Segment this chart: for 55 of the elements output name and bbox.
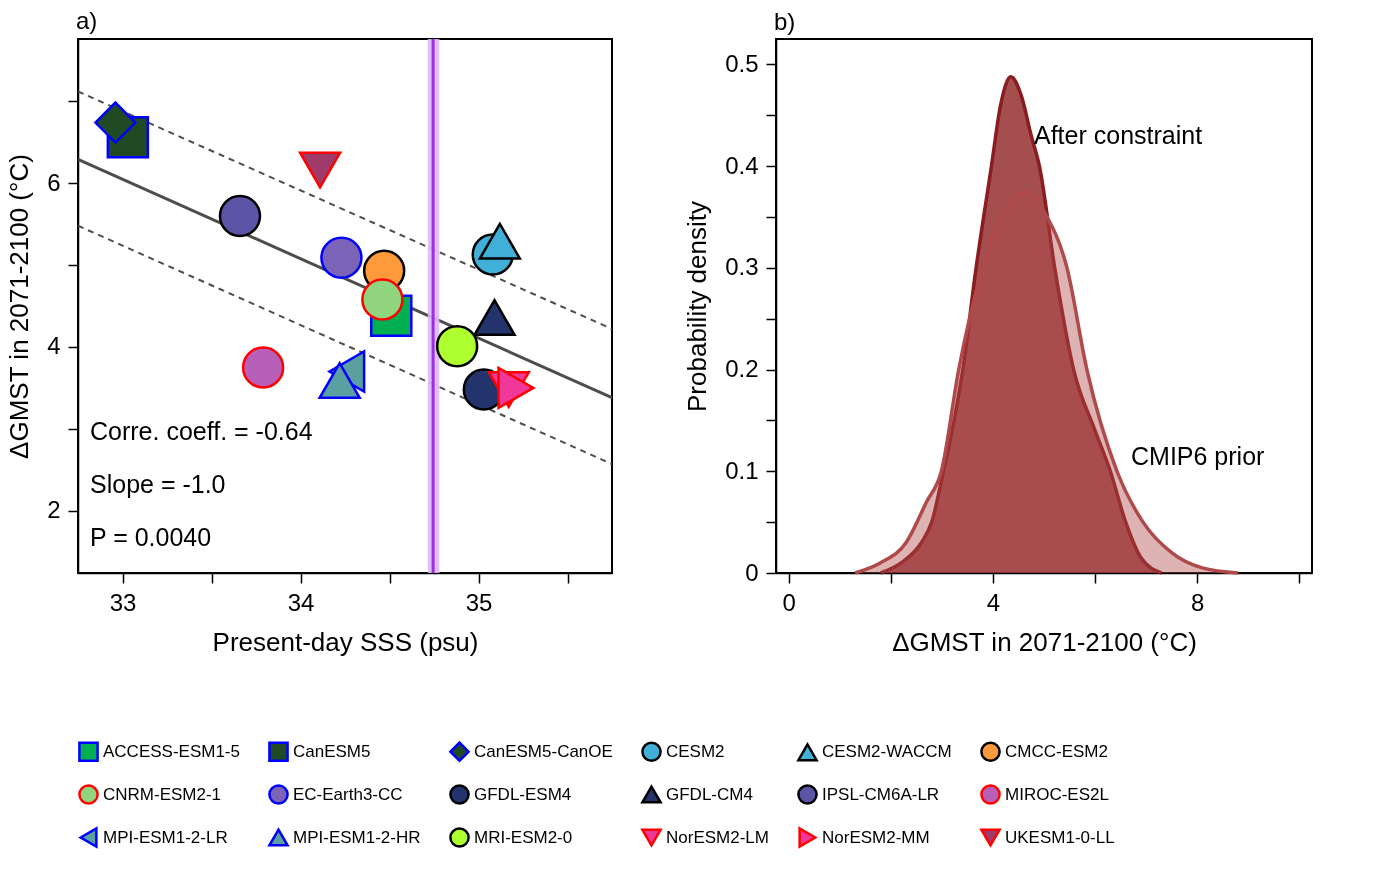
annotation: Slope = -1.0	[90, 470, 226, 498]
point	[478, 222, 522, 260]
legend-label: GFDL-CM4	[666, 784, 753, 804]
y-axis-title: Probability density	[682, 201, 713, 412]
y-tick-label: 4	[47, 332, 61, 360]
legend-label: CanESM5	[293, 741, 371, 761]
x-tick-label: 0	[782, 588, 796, 616]
y-tick-label: 0.5	[725, 49, 759, 77]
annotation: P = 0.0040	[90, 523, 212, 551]
point	[497, 366, 535, 410]
legend-label: ACCESS-ESM1-5	[103, 741, 240, 761]
point	[435, 324, 479, 368]
y-tick-label: 0.4	[725, 151, 759, 179]
legend-label: UKESM1-0-LL	[1005, 827, 1115, 847]
chart-title: a)	[76, 6, 98, 34]
legend-label: NorESM2-MM	[822, 827, 930, 847]
point	[361, 278, 404, 321]
legend-label: MPI-ESM1-2-LR	[103, 827, 228, 847]
legend-label: CESM2-WACCM	[822, 742, 952, 762]
point	[298, 151, 342, 189]
y-tick-label: 0.3	[725, 253, 759, 281]
y-axis-title: ΔGMST in 2071-2100 (°C)	[4, 154, 35, 459]
annotation: CMIP6 prior	[1131, 442, 1265, 470]
y-tick-label: 0.1	[725, 456, 759, 484]
legend-label: CanESM5-CanOE	[474, 741, 613, 761]
point	[318, 361, 361, 400]
x-tick-label: 35	[465, 588, 493, 616]
point	[320, 236, 363, 279]
legend-label: MPI-ESM1-2-HR	[293, 827, 421, 847]
y-tick-label: 0	[745, 558, 759, 586]
point	[218, 194, 262, 238]
legend-label: MIROC-ES2L	[1005, 784, 1109, 804]
annotation: After constraint	[1034, 121, 1203, 149]
x-axis-title: ΔGMST in 2071-2100 (°C)	[892, 626, 1197, 657]
x-axis-title: Present-day SSS (psu)	[212, 626, 479, 657]
chart-title: b)	[774, 8, 796, 35]
legend-label: CESM2	[666, 741, 725, 761]
legend-label: CNRM-ESM2-1	[103, 784, 222, 804]
legend-label: NorESM2-LM	[666, 827, 769, 847]
legend-label: IPSL-CM6A-LR	[822, 784, 940, 804]
legend-label: CMCC-ESM2	[1005, 741, 1108, 761]
point	[94, 101, 137, 144]
legend-label: MRI-ESM2-0	[474, 827, 573, 847]
x-tick-label: 4	[986, 588, 1001, 616]
x-tick-label: 8	[1190, 588, 1205, 616]
x-tick-label: 33	[109, 588, 137, 616]
y-tick-label: 6	[47, 168, 61, 196]
point	[241, 346, 285, 389]
annotation: Corre. coeff. = -0.64	[90, 417, 313, 445]
x-tick-label: 34	[287, 588, 315, 616]
y-tick-label: 0.2	[725, 355, 759, 383]
legend-label: GFDL-ESM4	[474, 784, 572, 804]
y-tick-label: 2	[47, 496, 61, 524]
point	[473, 298, 516, 337]
legend-label: EC-Earth3-CC	[293, 784, 403, 804]
